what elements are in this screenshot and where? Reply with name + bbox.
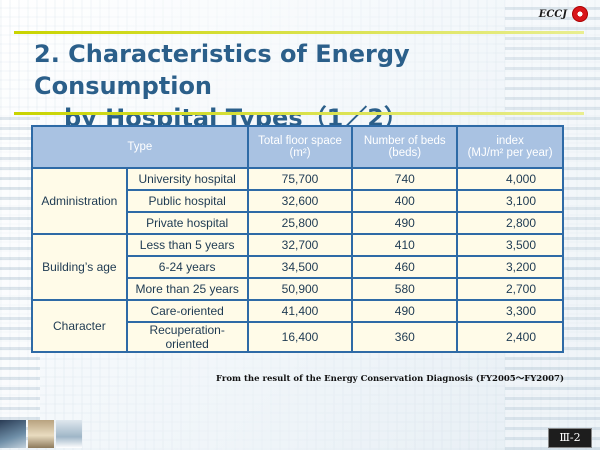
row-index: 3,300 bbox=[458, 301, 562, 321]
group-administration: Administration bbox=[33, 169, 126, 233]
row-type: Public hospital bbox=[127, 191, 247, 211]
hospital-photo-1 bbox=[0, 420, 26, 448]
row-floor-space: 25,800 bbox=[248, 213, 352, 233]
row-beds: 460 bbox=[353, 257, 457, 277]
row-beds: 740 bbox=[353, 169, 457, 189]
group-character: Character bbox=[33, 301, 126, 351]
hospital-photo-3 bbox=[56, 420, 82, 448]
group-building-age: Building’s age bbox=[33, 235, 126, 299]
source-note: From the result of the Energy Conservati… bbox=[216, 374, 564, 384]
table-row: Administration University hospital 75,70… bbox=[33, 169, 562, 233]
table-row: Recuperation-oriented 16,400 360 2,400 bbox=[33, 323, 562, 351]
hospital-energy-table: Type Total floor space (m²) Number of be… bbox=[31, 125, 564, 353]
row-type: Less than 5 years bbox=[127, 235, 247, 255]
title-rule-bottom bbox=[14, 112, 584, 115]
row-type: Recuperation-oriented bbox=[127, 323, 247, 351]
slide-title: 2. Characteristics of Energy Consumption… bbox=[34, 38, 574, 134]
header-beds-label: Number of beds bbox=[363, 135, 446, 147]
eccj-logo: ECCJ bbox=[539, 6, 588, 22]
row-beds: 360 bbox=[353, 323, 457, 351]
header-beds: Number of beds (beds) bbox=[353, 127, 457, 167]
title-rule-top bbox=[14, 31, 584, 34]
row-index: 3,500 bbox=[458, 235, 562, 255]
row-floor-space: 41,400 bbox=[248, 301, 352, 321]
row-index: 3,100 bbox=[458, 191, 562, 211]
row-floor-space: 75,700 bbox=[248, 169, 352, 189]
table-row: Public hospital 32,600 400 3,100 bbox=[33, 191, 562, 211]
row-index: 2,400 bbox=[458, 323, 562, 351]
logo-text: ECCJ bbox=[538, 8, 567, 20]
row-floor-space: 50,900 bbox=[248, 279, 352, 299]
table-row: 6-24 years 34,500 460 3,200 bbox=[33, 257, 562, 277]
row-type: University hospital bbox=[127, 169, 247, 189]
row-beds: 580 bbox=[353, 279, 457, 299]
row-index: 2,700 bbox=[458, 279, 562, 299]
row-floor-space: 34,500 bbox=[248, 257, 352, 277]
table-row: More than 25 years 50,900 580 2,700 bbox=[33, 279, 562, 299]
hospital-photo-strip bbox=[0, 420, 82, 448]
row-beds: 410 bbox=[353, 235, 457, 255]
header-beds-unit: (beds) bbox=[388, 147, 422, 159]
row-beds: 400 bbox=[353, 191, 457, 211]
table-header-row: Type Total floor space (m²) Number of be… bbox=[33, 127, 562, 167]
hospital-photo-2 bbox=[28, 420, 54, 448]
row-index: 3,200 bbox=[458, 257, 562, 277]
header-floor-space: Total floor space (m²) bbox=[248, 127, 352, 167]
header-index-label: index bbox=[496, 135, 524, 147]
row-floor-space: 16,400 bbox=[248, 323, 352, 351]
page-number-badge: Ⅲ-2 bbox=[548, 428, 592, 448]
header-index-unit: (MJ/m² per year) bbox=[467, 147, 553, 159]
header-type: Type bbox=[33, 127, 247, 167]
row-floor-space: 32,600 bbox=[248, 191, 352, 211]
row-beds: 490 bbox=[353, 213, 457, 233]
row-type: Care-oriented bbox=[127, 301, 247, 321]
header-floor-space-unit: (m²) bbox=[289, 147, 311, 159]
logo-mark-icon bbox=[572, 6, 588, 22]
table-row: Character Care-oriented 41,400 490 3,300 bbox=[33, 301, 562, 351]
row-beds: 490 bbox=[353, 301, 457, 321]
row-index: 2,800 bbox=[458, 213, 562, 233]
table-row: Private hospital 25,800 490 2,800 bbox=[33, 213, 562, 233]
header-floor-space-label: Total floor space bbox=[258, 135, 342, 147]
row-type: Private hospital bbox=[127, 213, 247, 233]
row-type: More than 25 years bbox=[127, 279, 247, 299]
slide-title-line-1: 2. Characteristics of Energy Consumption bbox=[34, 40, 410, 100]
row-floor-space: 32,700 bbox=[248, 235, 352, 255]
table-row: Building’s age Less than 5 years 32,700 … bbox=[33, 235, 562, 299]
header-index: index (MJ/m² per year) bbox=[458, 127, 562, 167]
row-type: 6-24 years bbox=[127, 257, 247, 277]
row-index: 4,000 bbox=[458, 169, 562, 189]
